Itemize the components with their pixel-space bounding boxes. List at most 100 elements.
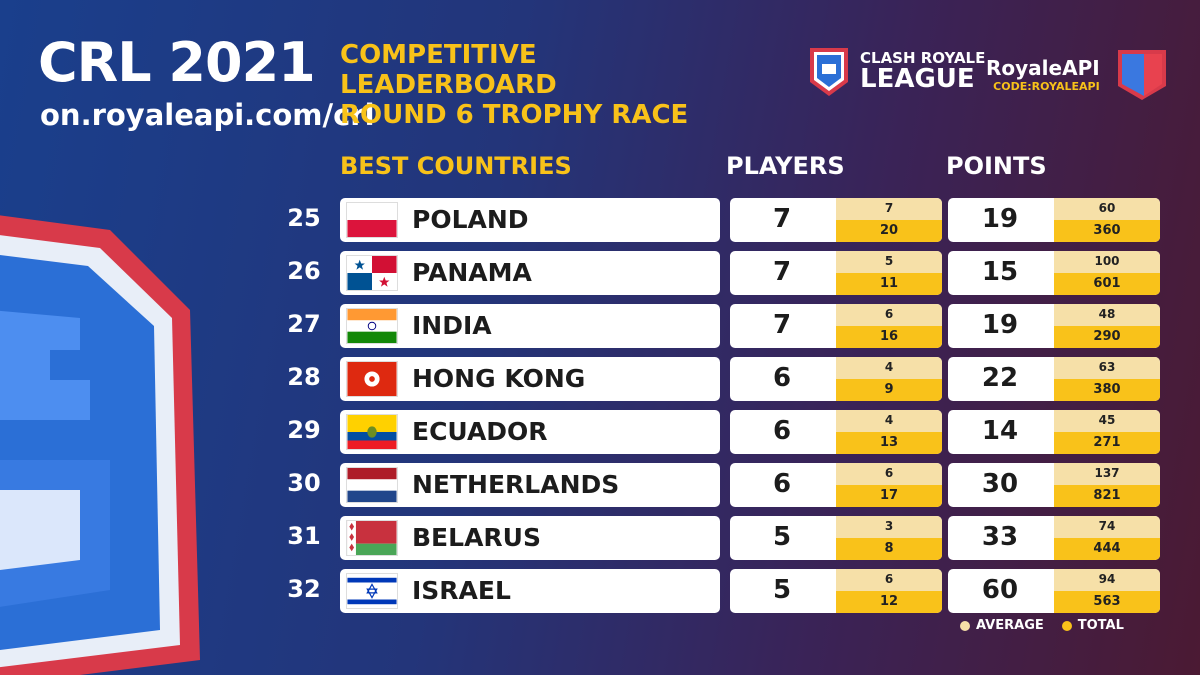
points-value: 60 [981, 575, 1019, 605]
country-name: NETHERLANDS [412, 470, 620, 499]
royaleapi-name: RoyaleAPI [986, 56, 1100, 80]
total-dot-icon [1061, 620, 1072, 631]
players-total: 20 [836, 220, 942, 242]
country-cell: INDIA [340, 304, 720, 348]
country-cell: ECUADOR [340, 410, 720, 454]
country-cell: POLAND [340, 198, 720, 242]
points-total: 563 [1054, 591, 1160, 613]
players-cell: 7 7 20 [730, 198, 942, 242]
page-url: on.royaleapi.com/crl [40, 98, 375, 132]
country-name: INDIA [412, 311, 492, 340]
points-cell: 15 100 601 [948, 251, 1160, 295]
country-cell: ISRAEL [340, 569, 720, 613]
players-cell: 6 4 13 [730, 410, 942, 454]
players-cell: 7 5 11 [730, 251, 942, 295]
legend-average: AVERAGE [960, 618, 1044, 633]
players-value: 5 [772, 522, 792, 552]
points-value: 19 [981, 204, 1019, 234]
points-average: 94 [1054, 569, 1160, 591]
column-header-players: PLAYERS [726, 152, 845, 180]
players-cell: 7 6 16 [730, 304, 942, 348]
country-cell: NETHERLANDS [340, 463, 720, 507]
players-average: 3 [836, 516, 942, 538]
column-header-points: POINTS [946, 152, 1047, 180]
players-total: 17 [836, 485, 942, 507]
country-name: BELARUS [412, 523, 541, 552]
points-average: 137 [1054, 463, 1160, 485]
points-cell: 30 137 821 [948, 463, 1160, 507]
points-cell: 14 45 271 [948, 410, 1160, 454]
panama-flag-icon [346, 255, 398, 291]
points-total: 290 [1054, 326, 1160, 348]
legend-total: TOTAL [1061, 618, 1124, 633]
page-subtitle: COMPETITIVE LEADERBOARD ROUND 6 TROPHY R… [340, 40, 688, 130]
crl-line1: CLASH ROYALE [860, 49, 986, 67]
page-title: CRL 2021 [38, 31, 316, 94]
netherlands-flag-icon [346, 467, 398, 503]
points-average: 63 [1054, 357, 1160, 379]
rank: 25 [287, 204, 321, 232]
points-value: 15 [981, 257, 1019, 287]
points-cell: 33 74 444 [948, 516, 1160, 560]
rank: 28 [287, 363, 321, 391]
points-total: 271 [1054, 432, 1160, 454]
rank: 32 [287, 575, 321, 603]
israel-flag-icon [346, 573, 398, 609]
points-total: 444 [1054, 538, 1160, 560]
average-dot-icon [960, 620, 970, 631]
legend-total-label: TOTAL [1077, 618, 1124, 633]
country-name: ECUADOR [412, 417, 548, 446]
crl-wordmark: CLASH ROYALE LEAGUE [860, 50, 985, 92]
players-cell: 6 4 9 [730, 357, 942, 401]
players-value: 6 [772, 469, 792, 499]
points-average: 100 [1054, 251, 1160, 273]
crl-shield-background-icon [0, 215, 200, 675]
points-average: 74 [1054, 516, 1160, 538]
points-total: 360 [1054, 220, 1160, 242]
players-value: 7 [772, 257, 792, 287]
rank: 27 [287, 310, 321, 338]
country-name: ISRAEL [412, 576, 511, 605]
points-cell: 60 94 563 [948, 569, 1160, 613]
legend-average-label: AVERAGE [976, 618, 1044, 633]
players-total: 8 [836, 538, 942, 560]
crl-line2: LEAGUE [860, 64, 975, 94]
points-value: 19 [981, 310, 1019, 340]
column-header-countries: BEST COUNTRIES [340, 152, 572, 180]
players-average: 6 [836, 569, 942, 591]
players-average: 4 [836, 357, 942, 379]
country-cell: HONG KONG [340, 357, 720, 401]
rank: 30 [287, 469, 321, 497]
players-value: 6 [772, 363, 792, 393]
country-cell: BELARUS [340, 516, 720, 560]
india-flag-icon [346, 308, 398, 344]
players-average: 7 [836, 198, 942, 220]
hong-kong-flag-icon [346, 361, 398, 397]
players-total: 11 [836, 273, 942, 295]
players-average: 4 [836, 410, 942, 432]
rank: 29 [287, 416, 321, 444]
country-cell: PANAMA [340, 251, 720, 295]
legend: AVERAGE TOTAL [960, 618, 1124, 633]
players-value: 7 [772, 310, 792, 340]
rank: 26 [287, 257, 321, 285]
players-value: 5 [772, 575, 792, 605]
players-value: 6 [772, 416, 792, 446]
country-name: POLAND [412, 205, 529, 234]
players-total: 12 [836, 591, 942, 613]
royaleapi-logo-icon [1118, 50, 1166, 100]
players-value: 7 [772, 204, 792, 234]
points-value: 33 [981, 522, 1019, 552]
poland-flag-icon [346, 202, 398, 238]
points-cell: 19 48 290 [948, 304, 1160, 348]
players-average: 5 [836, 251, 942, 273]
ecuador-flag-icon [346, 414, 398, 450]
country-name: PANAMA [412, 258, 532, 287]
points-value: 22 [981, 363, 1019, 393]
points-average: 48 [1054, 304, 1160, 326]
points-total: 601 [1054, 273, 1160, 295]
points-cell: 19 60 360 [948, 198, 1160, 242]
players-total: 9 [836, 379, 942, 401]
crl-badge-icon [810, 48, 848, 96]
players-average: 6 [836, 304, 942, 326]
